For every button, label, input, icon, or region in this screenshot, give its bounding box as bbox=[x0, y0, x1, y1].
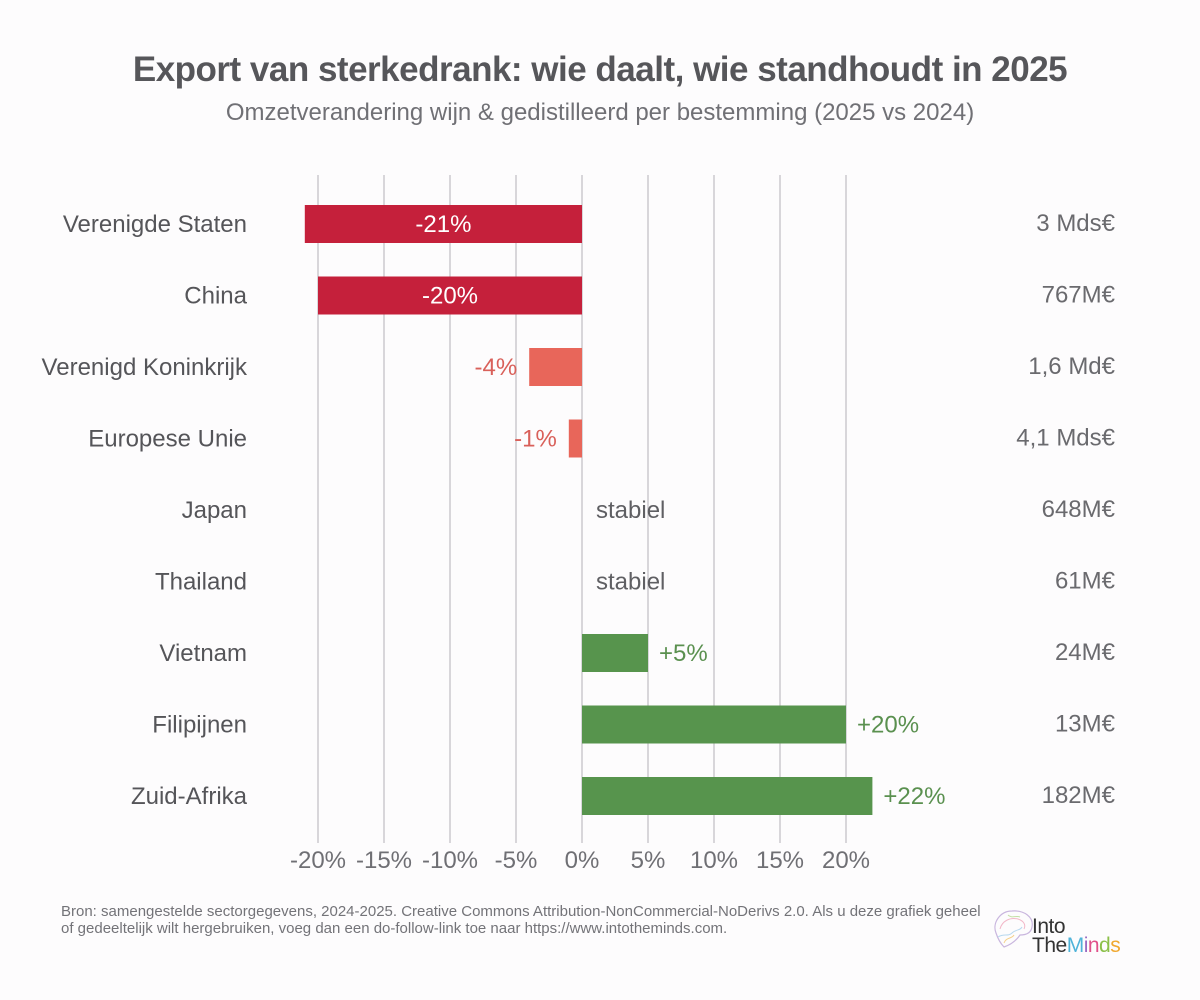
bar-chart: Verenigde Staten 3 Mds€ -21% China 767M€ -20%… bbox=[42, 175, 1116, 874]
x-tick-label: -15% bbox=[356, 847, 412, 874]
logo-letter: d bbox=[1099, 934, 1111, 957]
logo-letter: n bbox=[1087, 934, 1100, 957]
bar bbox=[582, 705, 846, 744]
logo-line-1: Into bbox=[1032, 915, 1066, 938]
value-label: -21% bbox=[415, 211, 471, 238]
category-label: Thailand bbox=[155, 569, 247, 596]
category-label: Verenigd Koninkrijk bbox=[42, 354, 248, 381]
x-tick-label: 0% bbox=[565, 847, 600, 874]
brain-icon bbox=[994, 910, 1033, 948]
x-tick-label: -5% bbox=[495, 847, 538, 874]
x-tick-label: 15% bbox=[756, 847, 804, 874]
labels: Verenigde Staten 3 Mds€ -21% China 767M€ -20%… bbox=[42, 210, 1116, 810]
logo-letter: i bbox=[1083, 934, 1089, 957]
category-label: Filipijnen bbox=[152, 712, 247, 739]
x-tick-label: 5% bbox=[631, 847, 666, 874]
chart-subtitle: Omzetverandering wijn & gedistilleerd pe… bbox=[225, 99, 975, 126]
bar bbox=[318, 276, 582, 315]
bar bbox=[304, 205, 582, 243]
bar bbox=[582, 634, 648, 672]
chart-title: Export van sterkedrank: wie daalt, wie s… bbox=[132, 50, 1068, 89]
logo-the: The bbox=[1032, 934, 1067, 957]
export-amount-label: 182M€ bbox=[1042, 782, 1116, 809]
value-label: stabiel bbox=[596, 497, 665, 524]
category-label: Vietnam bbox=[159, 640, 247, 667]
category-label: China bbox=[184, 283, 247, 310]
bar bbox=[568, 419, 582, 458]
value-label: +20% bbox=[857, 712, 919, 739]
source-note: Bron: samengestelde sectorgegevens, 2024… bbox=[61, 903, 981, 937]
export-amount-label: 767M€ bbox=[1042, 282, 1116, 309]
export-amount-label: 4,1 Mds€ bbox=[1016, 425, 1115, 452]
value-label: +5% bbox=[659, 640, 708, 667]
bar bbox=[529, 348, 582, 386]
category-label: Japan bbox=[182, 497, 247, 524]
value-label: stabiel bbox=[596, 569, 665, 596]
bar bbox=[582, 777, 873, 815]
export-amount-label: 648M€ bbox=[1042, 496, 1116, 523]
value-label: -1% bbox=[514, 426, 557, 453]
x-tick-label: 20% bbox=[822, 847, 870, 874]
value-label: +22% bbox=[883, 783, 945, 810]
bars bbox=[304, 205, 873, 815]
value-label: -4% bbox=[475, 354, 518, 381]
export-amount-label: 1,6 Md€ bbox=[1028, 353, 1115, 380]
x-tick-label: -10% bbox=[422, 847, 478, 874]
export-amount-label: 3 Mds€ bbox=[1036, 210, 1115, 237]
x-tick-label: 10% bbox=[690, 847, 738, 874]
intotheminds-logo: Into TheMinds bbox=[990, 905, 1150, 965]
export-amount-label: 24M€ bbox=[1055, 639, 1116, 666]
logo-wordmark: Into TheMinds bbox=[1032, 915, 1121, 957]
x-axis-ticks: -20% -15% -10% -5% 0% 5% 10% 15% 20% bbox=[290, 847, 870, 874]
logo-letter: s bbox=[1110, 934, 1121, 957]
category-label: Europese Unie bbox=[88, 426, 247, 453]
category-label: Zuid-Afrika bbox=[131, 783, 248, 810]
export-amount-label: 13M€ bbox=[1055, 711, 1116, 738]
category-label: Verenigde Staten bbox=[63, 211, 247, 238]
value-label: -20% bbox=[422, 283, 478, 310]
export-amount-label: 61M€ bbox=[1055, 568, 1116, 595]
x-tick-label: -20% bbox=[290, 847, 346, 874]
logo-letter: M bbox=[1066, 934, 1085, 957]
logo-line-2: TheMinds bbox=[1032, 934, 1121, 957]
